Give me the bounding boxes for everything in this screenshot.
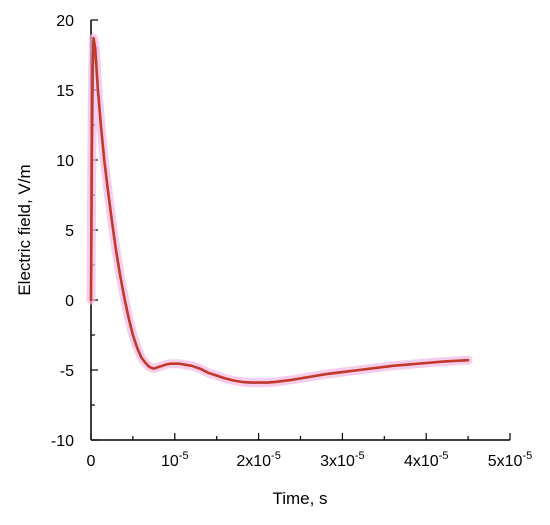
x-axis-ticks: 0 10-5 2x10-5 3x10-5 4x10-5 5x10-5: [87, 433, 532, 470]
y-tick-label: 5: [65, 223, 74, 240]
y-tick-label: 0: [65, 293, 74, 310]
x-tick-label: 0: [87, 453, 96, 470]
y-axis-label: Electric field, V/m: [15, 164, 34, 295]
y-tick-label: 10: [56, 153, 74, 170]
x-tick-label: 2x10-5: [236, 450, 280, 470]
y-tick-label: 15: [56, 83, 74, 100]
y-tick-label: 20: [56, 13, 74, 30]
x-tick-label: 5x10-5: [488, 450, 532, 470]
y-tick-label: -10: [51, 433, 74, 450]
x-tick-label: 3x10-5: [320, 450, 364, 470]
x-tick-label: 4x10-5: [404, 450, 448, 470]
series-line: [89, 36, 470, 384]
x-tick-label: 10-5: [161, 450, 189, 470]
x-axis-label: Time, s: [272, 489, 327, 508]
series-halo: [86, 33, 473, 388]
y-tick-label: -5: [60, 363, 74, 380]
series-layer: [86, 33, 473, 388]
